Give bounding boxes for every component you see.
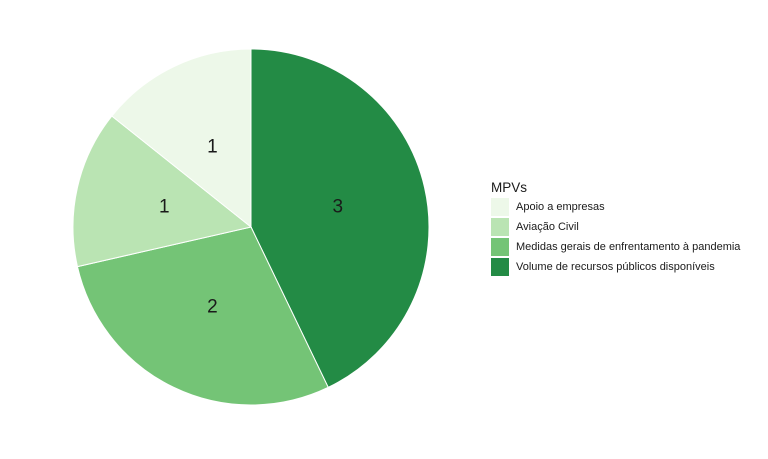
slice-value-label: 1 (207, 136, 218, 157)
legend-label: Volume de recursos públicos disponíveis (516, 261, 715, 273)
legend-swatch (491, 238, 509, 256)
legend-title: MPVs (491, 180, 527, 195)
pie-slice-labels: 3 2 1 1 (159, 136, 343, 317)
legend-swatch (491, 258, 509, 276)
legend: MPVs Apoio a empresas Aviação Civil Medida… (491, 180, 741, 276)
pie-slices (72, 48, 430, 406)
slice-value-label: 2 (207, 297, 218, 318)
legend-items: Apoio a empresas Aviação Civil Medidas ger… (491, 198, 741, 276)
legend-label: Apoio a empresas (516, 201, 605, 213)
pie-slice (72, 115, 253, 268)
slice-value-label: 1 (159, 197, 170, 218)
legend-swatch (491, 218, 509, 236)
legend-label: Medidas gerais de enfrentamento à pandem… (516, 241, 741, 253)
pie-slice (111, 48, 252, 229)
slice-value-label: 3 (332, 197, 343, 218)
legend-label: Aviação Civil (516, 221, 579, 233)
pie-slice (76, 226, 329, 406)
pie-slice (250, 48, 430, 389)
legend-swatch (491, 198, 509, 216)
